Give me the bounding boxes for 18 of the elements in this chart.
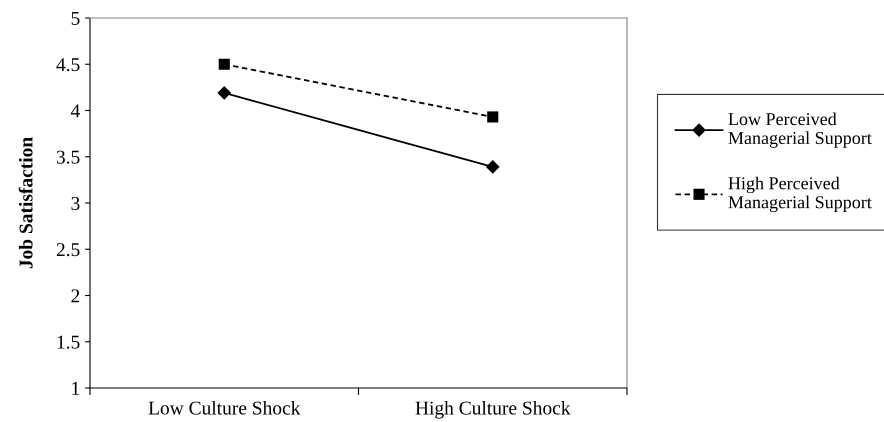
y-tick-label: 2.5 xyxy=(56,243,80,256)
y-tick-label: 4.5 xyxy=(56,58,80,72)
y-tick-label: 1 xyxy=(72,382,80,395)
point xyxy=(218,58,230,70)
point xyxy=(487,111,498,123)
y-tick-label: 5 xyxy=(72,12,80,25)
point xyxy=(218,86,231,100)
x-tick-label: High Culture Shock xyxy=(416,400,571,419)
y-tick-label: 4 xyxy=(70,104,80,118)
legend-label: High Perceived Managerial Support xyxy=(728,176,872,212)
y-tick-label: 3 xyxy=(71,196,80,210)
y-tick-label: 3.5 xyxy=(56,150,80,164)
y-tick-label: 1.5 xyxy=(58,336,80,349)
point xyxy=(486,160,500,174)
y-tick-label: 2 xyxy=(71,289,80,302)
y-axis-title: Job Satisfaction xyxy=(18,137,33,268)
legend-label: Low Perceived Managerial Support xyxy=(728,112,872,148)
x-tick-label: Low Culture Shock xyxy=(148,400,300,415)
